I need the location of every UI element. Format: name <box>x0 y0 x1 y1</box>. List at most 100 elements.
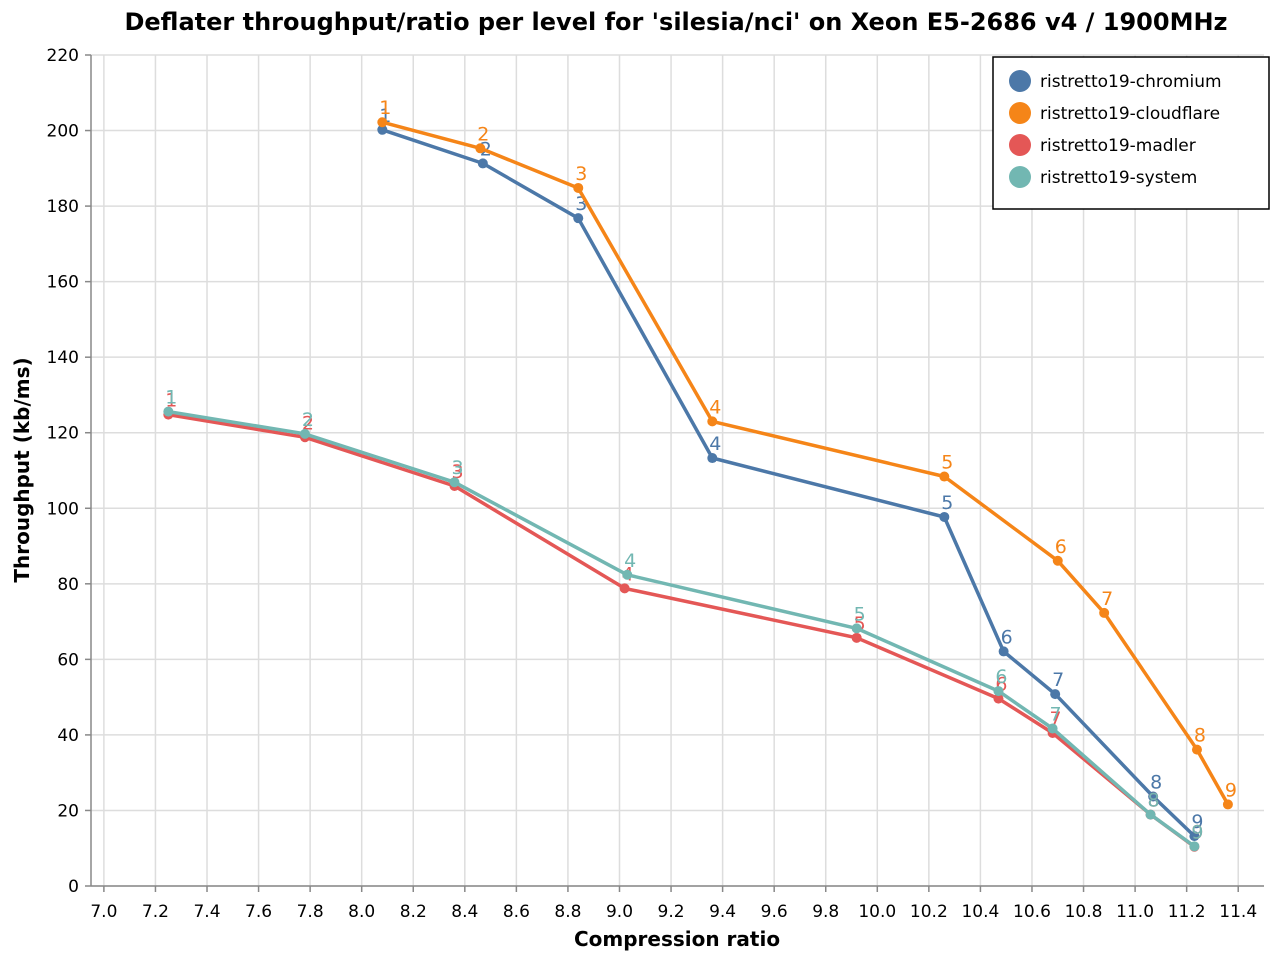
data-point <box>619 583 630 594</box>
point-label: 8 <box>1148 790 1160 812</box>
x-tick-label: 9.6 <box>761 902 788 922</box>
data-point <box>993 693 1004 704</box>
x-tick-label: 11.0 <box>1116 902 1154 922</box>
data-point <box>939 511 950 522</box>
data-point <box>993 686 1004 697</box>
legend-swatch <box>1009 134 1031 156</box>
data-point <box>475 143 486 154</box>
data-point <box>449 477 460 488</box>
point-label: 6 <box>995 666 1007 688</box>
legend-box <box>992 56 1270 210</box>
x-tick-label: 7.2 <box>142 902 169 922</box>
x-tick-label: 7.0 <box>90 902 117 922</box>
y-tick-label: 220 <box>47 46 79 66</box>
series-line <box>168 409 1196 848</box>
x-tick-label: 9.2 <box>658 902 685 922</box>
y-tick-label: 200 <box>47 122 79 142</box>
data-point <box>707 416 718 427</box>
data-point <box>1052 555 1063 566</box>
x-tick-label: 10.4 <box>961 902 999 922</box>
x-tick-label: 11.4 <box>1219 902 1257 922</box>
y-tick-label: 140 <box>47 348 79 368</box>
data-point <box>1099 607 1110 618</box>
point-label: 9 <box>1191 821 1203 843</box>
data-point <box>477 158 488 169</box>
point-label: 5 <box>941 492 953 514</box>
y-tick-label: 180 <box>47 197 79 217</box>
point-label: 4 <box>624 550 636 572</box>
series-ristretto19-cloudflare: 1 2 3 4 5 6 7 8 9 <box>377 97 1237 810</box>
data-point <box>377 124 388 135</box>
data-point <box>622 569 633 580</box>
legend-label: ristretto19-cloudflare <box>1040 104 1220 124</box>
x-tick-label: 9.4 <box>709 902 736 922</box>
point-label: 3 <box>575 163 587 185</box>
series-group: 123456789123456789123456789123456789 <box>163 97 1237 852</box>
data-point <box>377 117 388 128</box>
point-label: 8 <box>1150 771 1162 793</box>
x-tick-label: 10.2 <box>910 902 948 922</box>
point-label: 6 <box>1001 626 1013 648</box>
point-label: 5 <box>854 603 866 625</box>
point-label: 8 <box>1148 790 1160 812</box>
point-label: 6 <box>1055 536 1067 558</box>
legend-label: ristretto19-madler <box>1040 136 1196 156</box>
legend-swatch <box>1009 102 1031 124</box>
x-tick-label: 7.6 <box>245 902 272 922</box>
point-label: 9 <box>1225 779 1237 801</box>
data-point <box>573 182 584 193</box>
point-label: 9 <box>1191 811 1203 833</box>
point-label: 2 <box>302 409 314 431</box>
y-axis-title: Throughput (kb/ms) <box>10 357 34 582</box>
series-ristretto19-system: 1 2 3 4 5 6 7 8 9 <box>163 387 1203 852</box>
y-tick-label: 60 <box>57 650 79 670</box>
x-tick-label: 9.8 <box>812 902 839 922</box>
data-point <box>1222 799 1233 810</box>
data-point <box>939 471 950 482</box>
y-tick-label: 20 <box>57 801 79 821</box>
x-tick-label: 7.8 <box>297 902 324 922</box>
y-tick-label: 0 <box>68 877 79 897</box>
series-line <box>168 412 1196 849</box>
series-line <box>381 120 1230 806</box>
data-point <box>1145 809 1156 820</box>
data-point <box>1189 841 1200 852</box>
point-label: 4 <box>709 396 721 418</box>
data-point <box>707 453 718 464</box>
point-label: 2 <box>302 412 314 434</box>
legend-item: ristretto19-madler <box>1009 134 1196 156</box>
y-tick-label: 100 <box>47 499 79 519</box>
data-point <box>1148 791 1159 802</box>
data-point <box>1050 689 1061 700</box>
point-label: 9 <box>1191 822 1203 844</box>
data-point <box>1189 831 1200 842</box>
series-line <box>381 128 1196 838</box>
legend-swatch <box>1009 70 1031 92</box>
point-label: 3 <box>451 457 463 479</box>
y-tick-label: 80 <box>57 575 79 595</box>
y-tick-label: 40 <box>57 726 79 746</box>
x-tick-label: 7.4 <box>193 902 220 922</box>
data-point <box>998 646 1009 657</box>
x-tick-label: 8.8 <box>554 902 581 922</box>
data-point <box>163 406 174 417</box>
data-point <box>851 632 862 643</box>
legend-label: ristretto19-chromium <box>1040 72 1222 92</box>
series-ristretto19-madler: 1 2 3 4 5 6 7 8 9 <box>163 390 1203 852</box>
legend-swatch <box>1009 166 1031 188</box>
point-label: 7 <box>1052 669 1064 691</box>
data-point <box>1047 723 1058 734</box>
x-tick-label: 8.2 <box>400 902 427 922</box>
chart-title: Deflater throughput/ratio per level for … <box>124 8 1227 36</box>
point-label: 8 <box>1194 725 1206 747</box>
point-label: 1 <box>379 97 391 119</box>
point-label: 2 <box>477 123 489 145</box>
legend: ristretto19-chromium ristretto19-cloudfla… <box>992 56 1270 210</box>
data-point <box>299 428 310 439</box>
y-tick-label: 120 <box>47 424 79 444</box>
point-label: 7 <box>1050 703 1062 725</box>
x-tick-label: 10.6 <box>1013 902 1051 922</box>
x-tick-label: 10.8 <box>1065 902 1103 922</box>
axes: 7.0 7.2 7.4 7.6 7.8 8.0 8.2 8.4 8.6 8.8 9.0 9.2 9.4 9… <box>47 46 1264 922</box>
